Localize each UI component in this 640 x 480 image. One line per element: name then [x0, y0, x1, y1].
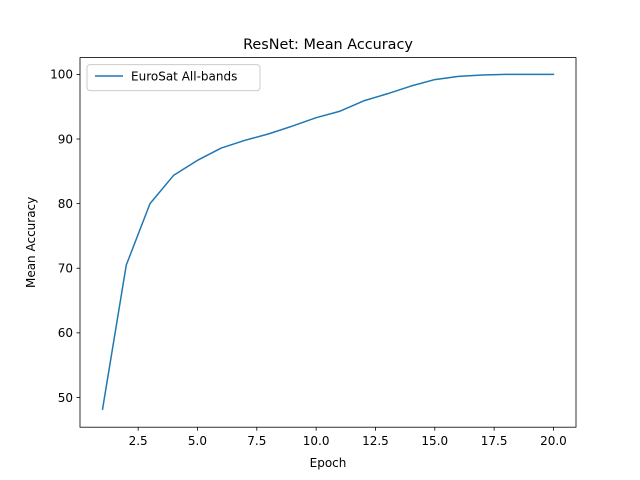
y-tick-label: 90 [58, 132, 73, 146]
y-tick-label: 60 [58, 326, 73, 340]
x-axis-label: Epoch [310, 456, 347, 470]
series-line [101, 73, 555, 410]
x-tick-label: 12.5 [362, 434, 389, 448]
legend-box [86, 64, 261, 92]
y-axis-ticks: 50 60 70 80 90 100 [50, 68, 80, 405]
axes-frame [79, 57, 577, 428]
x-tick-label: 20.0 [540, 434, 567, 448]
legend: EuroSat All-bands [86, 64, 261, 92]
y-axis-label: Mean Accuracy [24, 197, 38, 288]
chart-title: ResNet: Mean Accuracy [243, 37, 413, 53]
x-tick-label: 17.5 [481, 434, 508, 448]
x-tick-label: 2.5 [129, 434, 148, 448]
x-tick-label: 15.0 [421, 434, 448, 448]
legend-entry-label: EuroSat All-bands [131, 70, 237, 84]
y-tick-label: 100 [50, 68, 73, 82]
x-tick-label: 7.5 [247, 434, 266, 448]
y-tick-label: 80 [58, 197, 73, 211]
x-axis-ticks: 2.5 5.0 7.5 10.0 12.5 15.0 17.5 20.0 [129, 427, 567, 448]
y-tick-label: 50 [58, 391, 73, 405]
x-tick-label: 10.0 [303, 434, 330, 448]
plot-area [101, 73, 555, 410]
y-tick-label: 70 [58, 262, 73, 276]
x-tick-label: 5.0 [188, 434, 207, 448]
